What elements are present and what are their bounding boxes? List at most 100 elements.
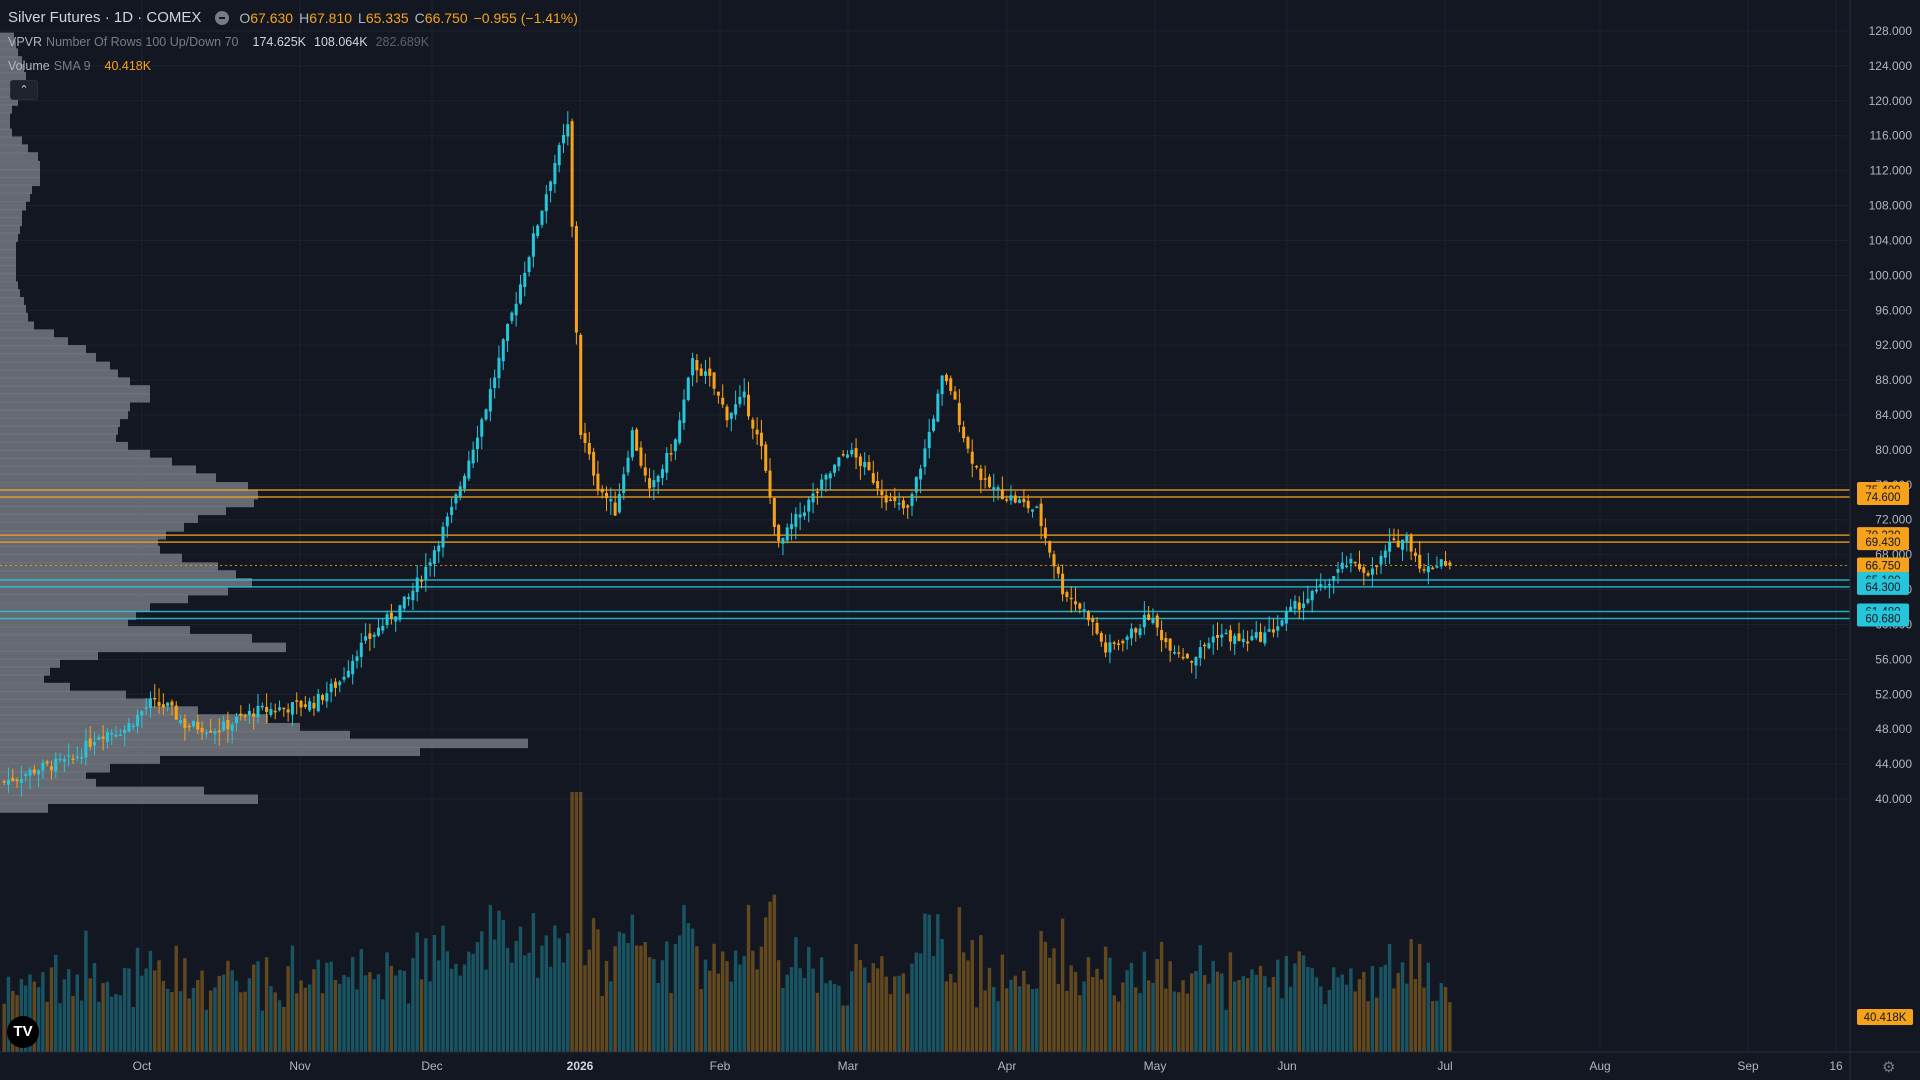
candle-body xyxy=(475,437,479,449)
volume-bar xyxy=(1224,1009,1228,1052)
candle-body xyxy=(648,478,652,489)
profile-row xyxy=(0,224,20,235)
candle-body xyxy=(376,627,380,636)
volume-bar xyxy=(88,978,92,1052)
volume-bar xyxy=(1056,983,1061,1052)
volume-bar xyxy=(867,982,871,1052)
candle-body xyxy=(910,494,914,506)
close-value: 66.750 xyxy=(424,10,468,26)
volume-bar xyxy=(1232,981,1237,1052)
tradingview-logo-icon[interactable]: TV xyxy=(7,1016,39,1048)
volume-bar xyxy=(1349,968,1353,1052)
volume-bar xyxy=(475,941,480,1052)
volume-bar xyxy=(510,962,514,1052)
volume-bar xyxy=(174,945,178,1052)
volume-bar xyxy=(170,992,174,1052)
candle-body xyxy=(265,706,269,712)
profile-row xyxy=(0,48,18,58)
profile-row xyxy=(0,794,258,804)
profile-row xyxy=(0,281,18,291)
candle-body xyxy=(850,449,854,455)
candle-body xyxy=(790,524,794,530)
profile-row xyxy=(0,361,110,372)
volume-bar xyxy=(966,960,970,1052)
candle-body xyxy=(635,429,639,451)
volume-bar xyxy=(389,965,394,1052)
candle-body xyxy=(342,676,346,680)
candle-body xyxy=(230,724,234,731)
price-tick-label: 120.000 xyxy=(1869,94,1913,108)
candle-body xyxy=(1190,661,1194,663)
volume-bar xyxy=(660,960,665,1052)
volume-bar xyxy=(596,929,600,1052)
volume-bar xyxy=(221,974,226,1052)
candle-body xyxy=(549,181,553,191)
volume-bar xyxy=(1198,945,1203,1052)
candle-body xyxy=(1237,633,1241,641)
candle-body xyxy=(1332,576,1336,581)
volume-bar xyxy=(32,981,36,1052)
candle-body xyxy=(1018,499,1022,503)
legend-volume-row[interactable]: Volume SMA 9 40.418K xyxy=(8,54,584,78)
profile-row xyxy=(0,56,22,66)
volume-bar xyxy=(845,1005,850,1052)
volume-histogram xyxy=(2,792,1452,1052)
volume-bar xyxy=(1155,959,1159,1052)
profile-row xyxy=(0,208,22,219)
profile-row xyxy=(0,401,130,412)
legend-vpvr-row[interactable]: VPVR Number Of Rows 100 Up/Down 70 174.6… xyxy=(8,30,584,54)
candle-body xyxy=(1431,567,1435,570)
eye-icon[interactable] xyxy=(215,11,230,25)
candle-body xyxy=(1388,541,1392,552)
candle-body xyxy=(1289,606,1293,612)
volume-bar xyxy=(1319,986,1323,1052)
level-label-bg xyxy=(1857,578,1909,595)
volume-bar xyxy=(617,931,622,1052)
candle-body xyxy=(729,412,733,419)
volume-bar xyxy=(6,976,11,1052)
volume-bar xyxy=(359,949,363,1052)
volume-bar xyxy=(114,994,118,1052)
volume-bar xyxy=(1142,951,1147,1052)
volume-bar xyxy=(1310,968,1314,1052)
volume-bar xyxy=(49,967,54,1052)
profile-row xyxy=(0,152,38,162)
candle-body xyxy=(652,480,656,488)
level-label: 64.300 xyxy=(1865,582,1900,594)
symbol-title[interactable]: Silver Futures · 1D · COMEX xyxy=(8,9,202,26)
volume-bar xyxy=(1250,969,1254,1052)
volume-bar xyxy=(1409,939,1413,1052)
volume-bar xyxy=(191,987,196,1052)
volume-bar xyxy=(1293,963,1297,1052)
collapse-legend-button[interactable]: ⌃ xyxy=(10,80,38,100)
candle-body xyxy=(643,467,647,476)
volume-bar xyxy=(1134,987,1138,1052)
candle-body xyxy=(1065,592,1069,598)
candle-body xyxy=(987,476,991,488)
candle-body xyxy=(359,642,363,657)
volume-bar xyxy=(807,946,811,1052)
gear-icon[interactable]: ⚙ xyxy=(1882,1059,1896,1076)
volume-bar xyxy=(135,947,140,1052)
volume-bar xyxy=(269,985,273,1052)
candle-body xyxy=(1035,506,1039,509)
candle-body xyxy=(1074,601,1078,605)
volume-bar xyxy=(884,976,888,1052)
candle-body xyxy=(1448,562,1452,566)
volume-bar xyxy=(940,939,944,1052)
candle-body xyxy=(1082,609,1086,611)
volume-bar xyxy=(875,968,880,1052)
time-tick-label: Sep xyxy=(1737,1059,1759,1073)
candle-body xyxy=(497,357,501,379)
volume-bar xyxy=(1443,986,1448,1052)
candle-body xyxy=(574,226,578,333)
volume-bar xyxy=(62,979,67,1052)
candle-body xyxy=(170,701,174,706)
profile-row xyxy=(0,698,150,708)
candle-body xyxy=(411,590,415,601)
volume-bar xyxy=(1288,986,1293,1052)
volume-bar xyxy=(432,934,437,1052)
volume-bar xyxy=(910,963,914,1052)
price-axis-labels: 128.000 124.000 120.000 116.000 112.000 108.0… xyxy=(1869,24,1913,806)
